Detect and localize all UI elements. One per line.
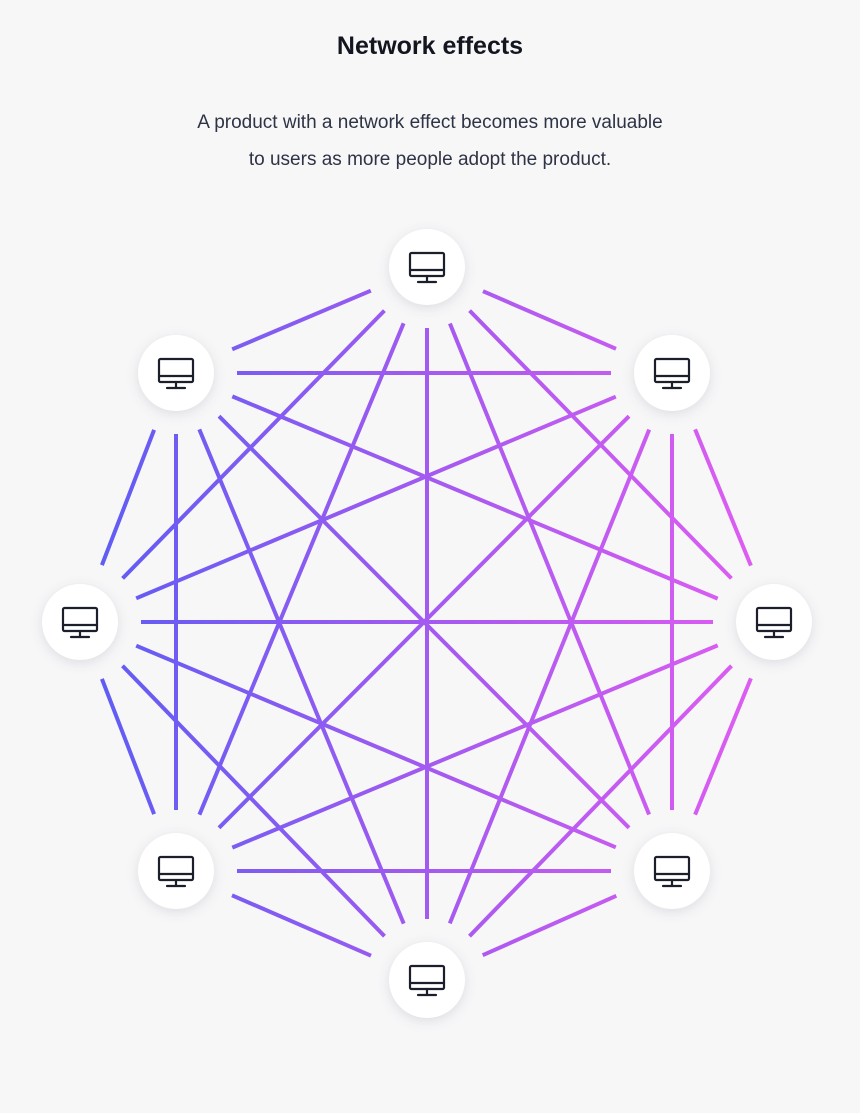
device-node-lower-left [138,833,214,909]
connection-line-right-lower-right [693,677,753,816]
connection-line-right-upper-left [231,394,719,601]
node-circle [736,584,812,660]
desktop-monitor-icon [408,251,446,284]
node-circle [138,833,214,909]
node-circle [138,335,214,411]
connection-line-top-lower-right [448,322,651,816]
connection-line-left-upper-left [100,429,156,566]
page-title: Network effects [336,32,524,60]
connection-line-lower-right-bottom [481,893,618,958]
connection-line-upper-right-right [693,428,753,567]
device-node-upper-right [634,335,710,411]
node-circle [389,942,465,1018]
desktop-monitor-icon [755,606,793,639]
connection-line-lower-right-upper-left [217,414,631,830]
connection-line-top-upper-right [482,289,617,351]
connection-line-top-lower-left [197,322,406,816]
connection-lines [100,288,753,958]
device-nodes [42,229,812,1018]
node-circle [42,584,118,660]
connection-line-upper-right-left [135,394,617,601]
subtitle-line-2: to users as more people adopt the produc… [248,149,612,170]
connection-line-lower-right-left [135,643,617,850]
connection-line-bottom-left [121,664,386,938]
connection-line-right-lower-left [231,643,719,850]
desktop-monitor-icon [61,606,99,639]
desktop-monitor-icon [157,357,195,390]
desktop-monitor-icon [408,964,446,997]
desktop-monitor-icon [653,855,691,888]
connection-line-bottom-upper-left [197,428,406,925]
connection-line-lower-left-left [100,678,156,815]
subtitle-line-1: A product with a network effect becomes … [197,112,663,133]
device-node-left [42,584,118,660]
connection-line-top-upper-left [231,288,372,352]
device-node-bottom [389,942,465,1018]
node-circle [634,335,710,411]
node-circle [389,229,465,305]
desktop-monitor-icon [653,357,691,390]
device-node-lower-right [634,833,710,909]
device-node-top [389,229,465,305]
connection-line-top-left [121,309,386,580]
device-node-upper-left [138,335,214,411]
device-node-right [736,584,812,660]
connection-line-upper-right-bottom [447,428,652,925]
connection-line-bottom-lower-left [231,893,372,958]
node-circle [634,833,710,909]
desktop-monitor-icon [157,855,195,888]
page-subtitle: A product with a network effect becomes … [130,104,730,178]
